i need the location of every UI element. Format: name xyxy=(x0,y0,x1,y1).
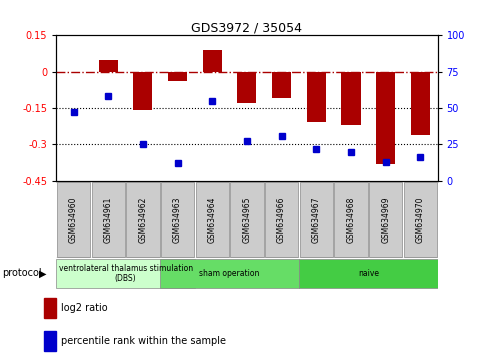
Text: GSM634966: GSM634966 xyxy=(277,196,285,243)
Text: GSM634960: GSM634960 xyxy=(69,196,78,243)
Bar xyxy=(43,298,56,318)
FancyBboxPatch shape xyxy=(161,182,194,257)
FancyBboxPatch shape xyxy=(298,259,437,288)
Bar xyxy=(341,72,360,125)
FancyBboxPatch shape xyxy=(334,182,367,257)
FancyBboxPatch shape xyxy=(368,182,402,257)
Bar xyxy=(43,331,56,351)
FancyBboxPatch shape xyxy=(160,259,298,288)
Bar xyxy=(99,59,118,72)
Text: GSM634967: GSM634967 xyxy=(311,196,320,243)
Text: GSM634963: GSM634963 xyxy=(173,196,182,243)
FancyBboxPatch shape xyxy=(195,182,228,257)
FancyBboxPatch shape xyxy=(57,182,90,257)
Bar xyxy=(237,72,256,103)
Text: GSM634969: GSM634969 xyxy=(380,196,389,243)
Text: GSM634964: GSM634964 xyxy=(207,196,216,243)
Text: sham operation: sham operation xyxy=(199,269,259,278)
Text: GSM634962: GSM634962 xyxy=(138,196,147,243)
FancyBboxPatch shape xyxy=(91,182,124,257)
FancyBboxPatch shape xyxy=(126,182,159,257)
Bar xyxy=(271,72,290,98)
Text: log2 ratio: log2 ratio xyxy=(61,303,107,313)
FancyBboxPatch shape xyxy=(299,182,332,257)
Bar xyxy=(410,72,429,135)
Text: GSM634970: GSM634970 xyxy=(415,196,424,243)
Text: GSM634965: GSM634965 xyxy=(242,196,251,243)
Bar xyxy=(168,72,187,81)
Text: ▶: ▶ xyxy=(39,268,46,279)
Text: naive: naive xyxy=(357,269,378,278)
Text: ventrolateral thalamus stimulation
(DBS): ventrolateral thalamus stimulation (DBS) xyxy=(59,264,192,283)
Bar xyxy=(133,72,152,110)
Text: GSM634961: GSM634961 xyxy=(103,196,113,243)
FancyBboxPatch shape xyxy=(230,182,263,257)
Text: GSM634968: GSM634968 xyxy=(346,196,355,243)
FancyBboxPatch shape xyxy=(264,182,298,257)
Text: protocol: protocol xyxy=(2,268,42,279)
FancyBboxPatch shape xyxy=(56,259,195,288)
Bar xyxy=(375,72,394,164)
Title: GDS3972 / 35054: GDS3972 / 35054 xyxy=(191,21,302,34)
FancyBboxPatch shape xyxy=(403,182,436,257)
Bar xyxy=(306,72,325,122)
Bar xyxy=(203,50,222,72)
Text: percentile rank within the sample: percentile rank within the sample xyxy=(61,336,225,346)
